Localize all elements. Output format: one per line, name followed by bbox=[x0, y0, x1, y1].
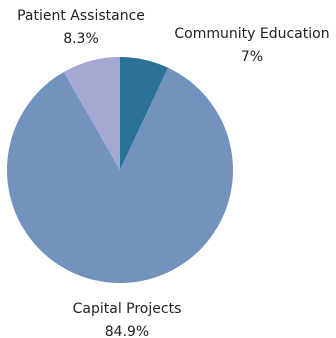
label-capital-projects-value: 84.9% bbox=[105, 324, 149, 338]
label-community-education-name: Community Education bbox=[174, 26, 329, 42]
slice-capital-projects bbox=[7, 67, 233, 283]
slice-patient-assistance bbox=[63, 57, 120, 170]
slice-community-education bbox=[120, 57, 169, 170]
label-community-education-value: 7% bbox=[241, 49, 263, 65]
label-patient-assistance-value: 8.3% bbox=[63, 31, 99, 47]
label-capital-projects-name: Capital Projects bbox=[73, 301, 182, 317]
pie-slices bbox=[7, 57, 233, 283]
label-patient-assistance-name: Patient Assistance bbox=[17, 8, 145, 24]
